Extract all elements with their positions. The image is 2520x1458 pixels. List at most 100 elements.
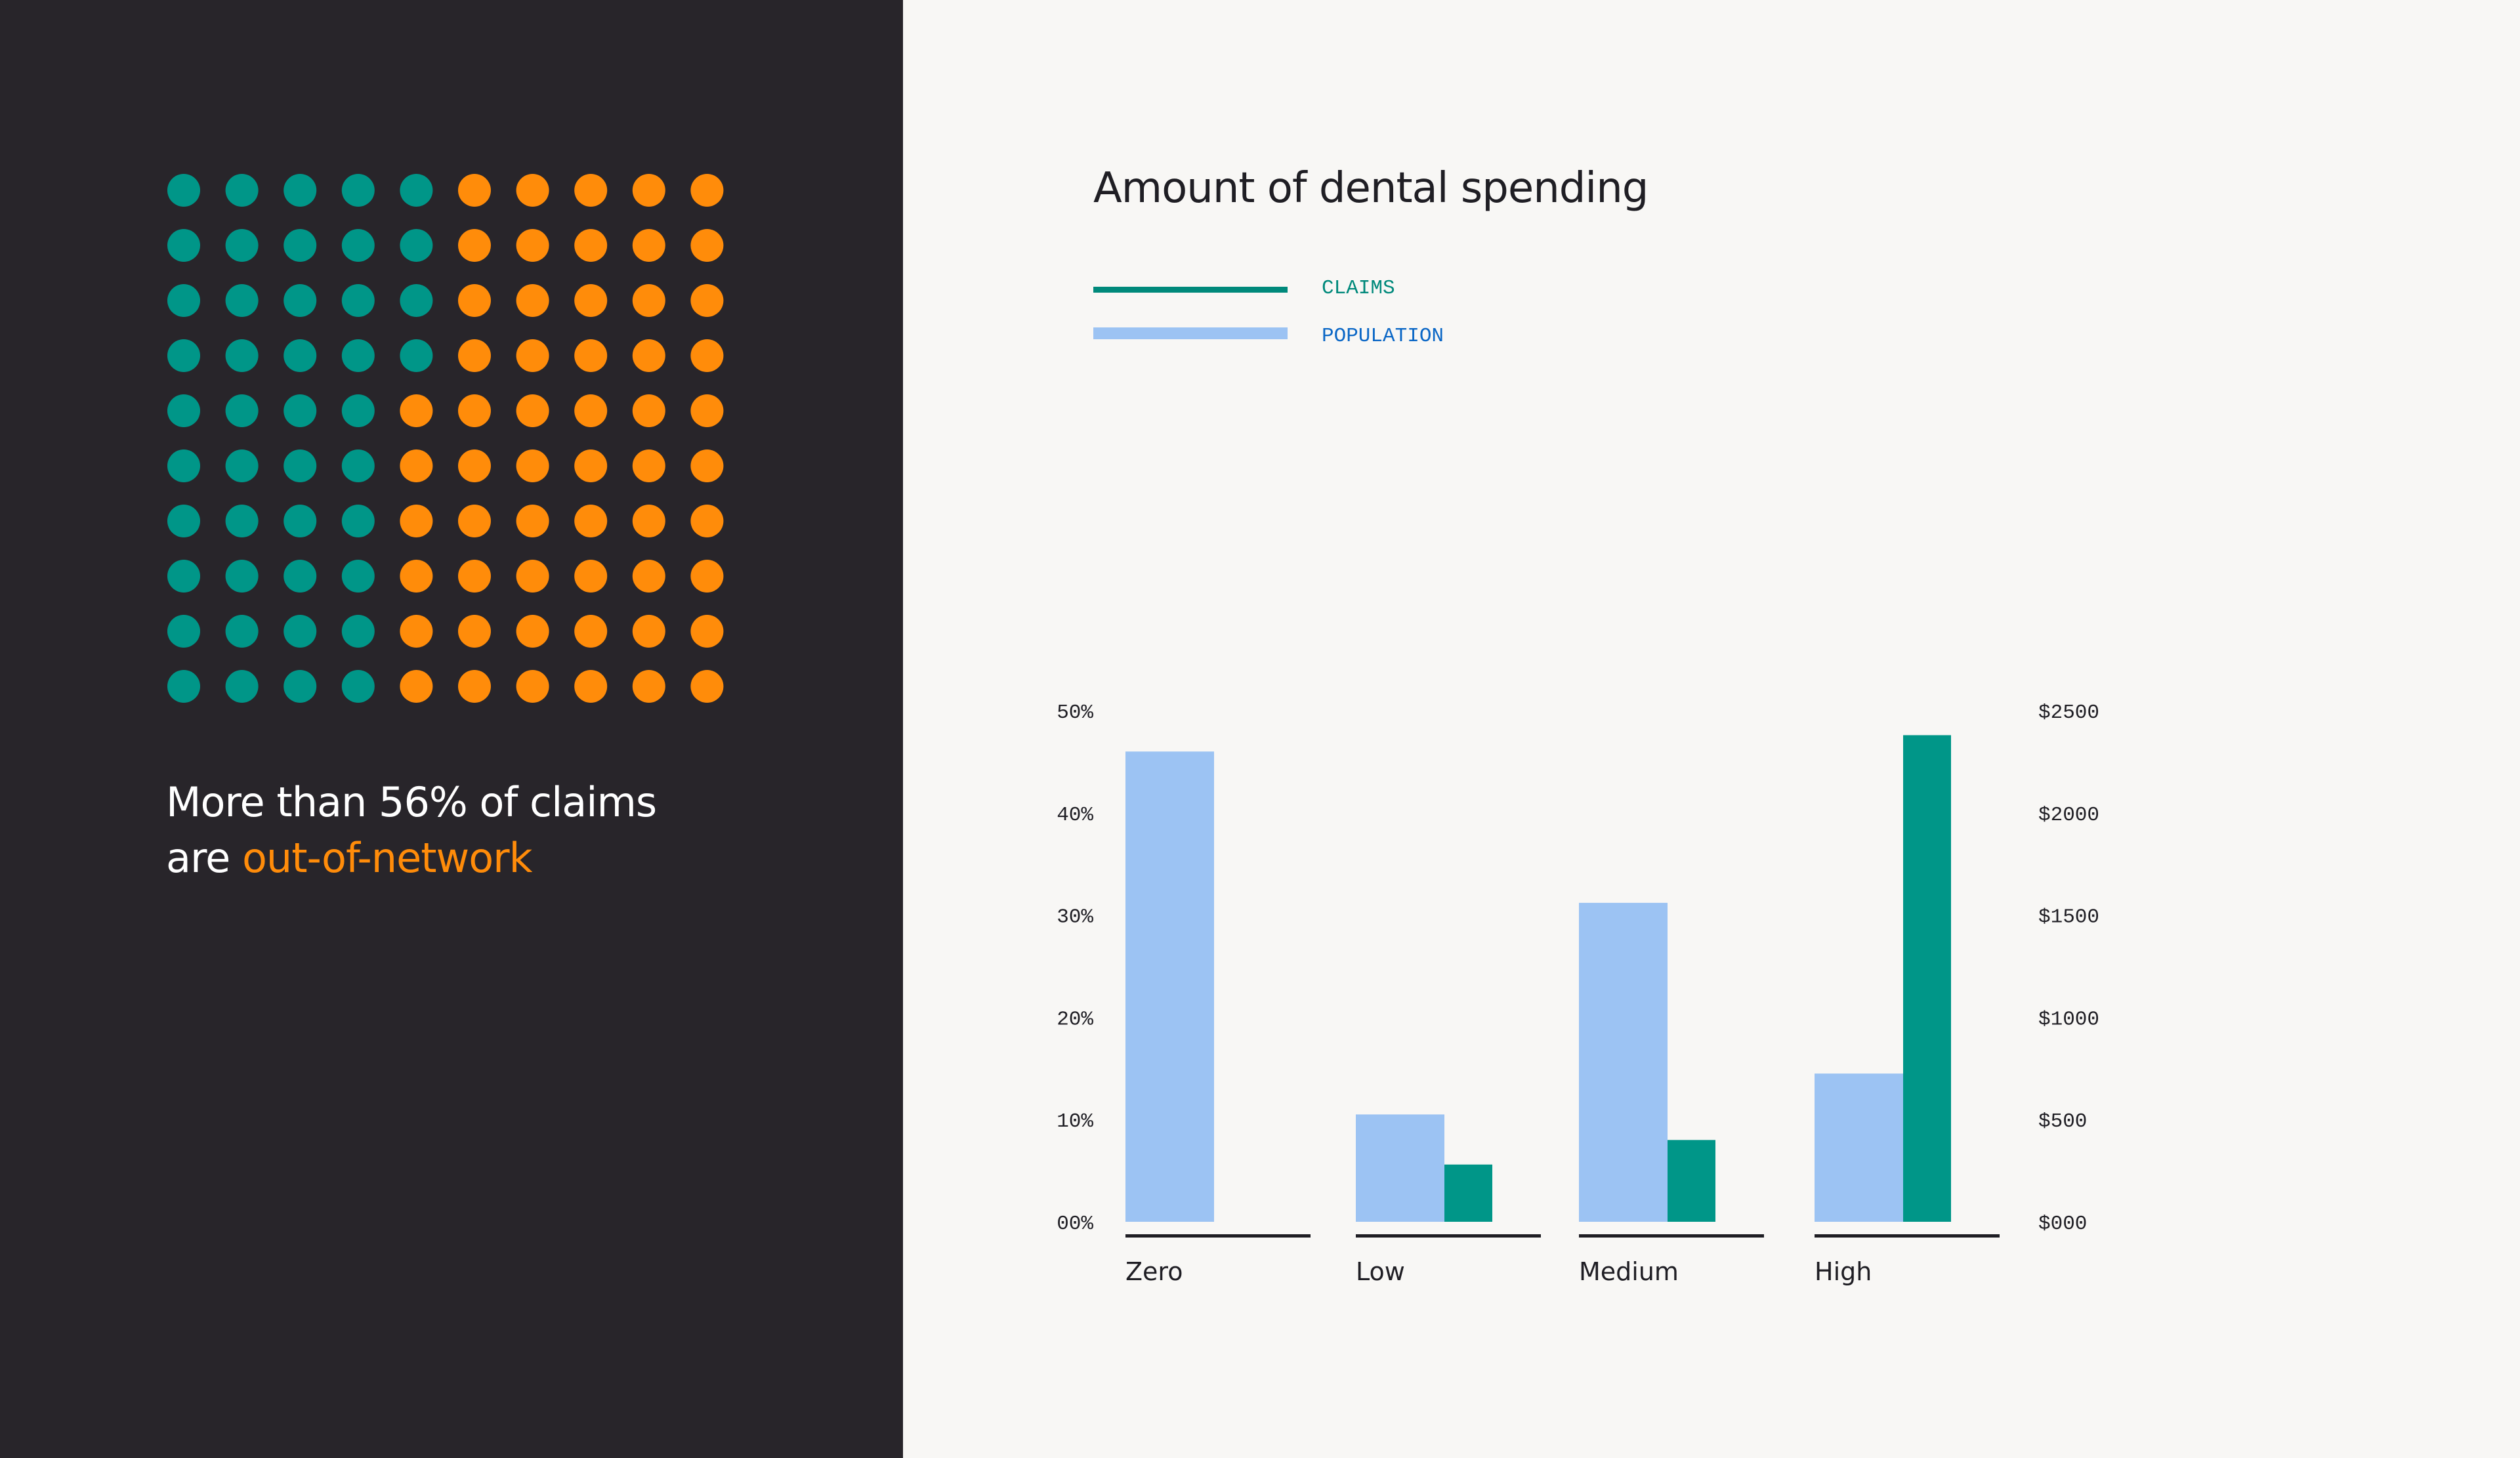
dot-in-network bbox=[225, 505, 259, 537]
dot-in-network bbox=[167, 615, 200, 648]
right-axis-tick: $2500 bbox=[2038, 701, 2099, 724]
dot-in-network bbox=[225, 560, 259, 593]
dot-in-network bbox=[341, 449, 375, 482]
bar-claims-high bbox=[1903, 735, 1951, 1222]
dot-out-of-network bbox=[458, 339, 491, 372]
dot-out-of-network bbox=[516, 229, 549, 262]
dot-in-network bbox=[167, 284, 200, 317]
dot-in-network bbox=[225, 174, 259, 207]
dot-in-network bbox=[167, 339, 200, 372]
dot-out-of-network bbox=[574, 615, 608, 648]
dot-out-of-network bbox=[400, 449, 433, 482]
dot-in-network bbox=[225, 670, 259, 703]
dot-out-of-network bbox=[632, 339, 665, 372]
dot-out-of-network bbox=[574, 339, 608, 372]
left-panel: More than 56% of claims are out-of-netwo… bbox=[0, 0, 903, 1458]
dot-in-network bbox=[284, 615, 317, 648]
category-label-zero: Zero bbox=[1125, 1257, 1183, 1286]
left-axis-tick: 00% bbox=[1057, 1213, 1093, 1236]
dot-out-of-network bbox=[690, 560, 724, 593]
dot-out-of-network bbox=[400, 394, 433, 427]
dot-out-of-network bbox=[400, 670, 433, 703]
dot-in-network bbox=[225, 394, 259, 427]
right-axis-tick: $500 bbox=[2038, 1110, 2087, 1133]
dot-in-network bbox=[341, 560, 375, 593]
legend-swatch-claims bbox=[1093, 287, 1288, 293]
dot-out-of-network bbox=[574, 284, 608, 317]
left-axis-tick: 50% bbox=[1057, 701, 1093, 724]
dot-in-network bbox=[167, 394, 200, 427]
dot-out-of-network bbox=[458, 560, 491, 593]
dot-out-of-network bbox=[690, 174, 724, 207]
bar-claims-low bbox=[1444, 1164, 1492, 1222]
dot-in-network bbox=[167, 670, 200, 703]
dot-in-network bbox=[167, 560, 200, 593]
headline-line-2: are out-of-network bbox=[166, 830, 855, 886]
dot-out-of-network bbox=[690, 394, 724, 427]
dot-out-of-network bbox=[400, 505, 433, 537]
dot-in-network bbox=[284, 449, 317, 482]
dot-out-of-network bbox=[458, 449, 491, 482]
left-axis-tick: 10% bbox=[1057, 1110, 1093, 1133]
dot-out-of-network bbox=[458, 670, 491, 703]
dot-in-network bbox=[284, 505, 317, 537]
dot-out-of-network bbox=[400, 560, 433, 593]
headline-prefix: are bbox=[166, 834, 230, 882]
dot-in-network bbox=[167, 229, 200, 262]
chart-title: Amount of dental spending bbox=[1093, 164, 1648, 213]
dot-in-network bbox=[284, 174, 317, 207]
dot-out-of-network bbox=[458, 394, 491, 427]
dot-out-of-network bbox=[690, 449, 724, 482]
dot-out-of-network bbox=[574, 449, 608, 482]
right-axis-tick: $2000 bbox=[2038, 804, 2099, 827]
dot-out-of-network bbox=[632, 284, 665, 317]
legend-label-population: POPULATION bbox=[1322, 325, 1444, 348]
category-baseline-medium bbox=[1579, 1234, 1764, 1238]
dot-out-of-network bbox=[632, 615, 665, 648]
dot-in-network bbox=[341, 284, 375, 317]
dot-out-of-network bbox=[516, 505, 549, 537]
headline-line-1: More than 56% of claims bbox=[166, 778, 657, 826]
dot-in-network bbox=[225, 284, 259, 317]
dot-out-of-network bbox=[458, 229, 491, 262]
dot-out-of-network bbox=[516, 284, 549, 317]
dot-out-of-network bbox=[690, 284, 724, 317]
headline: More than 56% of claims are out-of-netwo… bbox=[166, 774, 855, 886]
dot-in-network bbox=[341, 229, 375, 262]
dot-out-of-network bbox=[458, 284, 491, 317]
dot-in-network bbox=[341, 174, 375, 207]
left-axis-tick: 30% bbox=[1057, 906, 1093, 929]
category-baseline-zero bbox=[1125, 1234, 1311, 1238]
dot-out-of-network bbox=[516, 174, 549, 207]
dot-out-of-network bbox=[632, 229, 665, 262]
dot-out-of-network bbox=[458, 615, 491, 648]
dot-in-network bbox=[400, 339, 433, 372]
dot-in-network bbox=[341, 670, 375, 703]
dot-in-network bbox=[225, 229, 259, 262]
dot-in-network bbox=[341, 505, 375, 537]
dot-out-of-network bbox=[458, 174, 491, 207]
dot-out-of-network bbox=[400, 615, 433, 648]
dot-in-network bbox=[284, 229, 317, 262]
dot-in-network bbox=[225, 449, 259, 482]
category-label-low: Low bbox=[1356, 1257, 1405, 1286]
dot-out-of-network bbox=[574, 670, 608, 703]
dot-in-network bbox=[225, 615, 259, 648]
dot-in-network bbox=[400, 284, 433, 317]
dot-in-network bbox=[284, 394, 317, 427]
category-label-high: High bbox=[1815, 1257, 1872, 1286]
dot-out-of-network bbox=[632, 560, 665, 593]
dot-in-network bbox=[167, 505, 200, 537]
dot-out-of-network bbox=[574, 229, 608, 262]
dot-out-of-network bbox=[516, 560, 549, 593]
bar-population-medium bbox=[1579, 902, 1668, 1222]
left-axis-tick: 20% bbox=[1057, 1008, 1093, 1031]
dot-out-of-network bbox=[690, 339, 724, 372]
category-baseline-high bbox=[1815, 1234, 2000, 1238]
bar-claims-medium bbox=[1668, 1140, 1715, 1222]
dot-out-of-network bbox=[690, 615, 724, 648]
dot-in-network bbox=[341, 394, 375, 427]
dot-in-network bbox=[400, 229, 433, 262]
dot-out-of-network bbox=[574, 174, 608, 207]
